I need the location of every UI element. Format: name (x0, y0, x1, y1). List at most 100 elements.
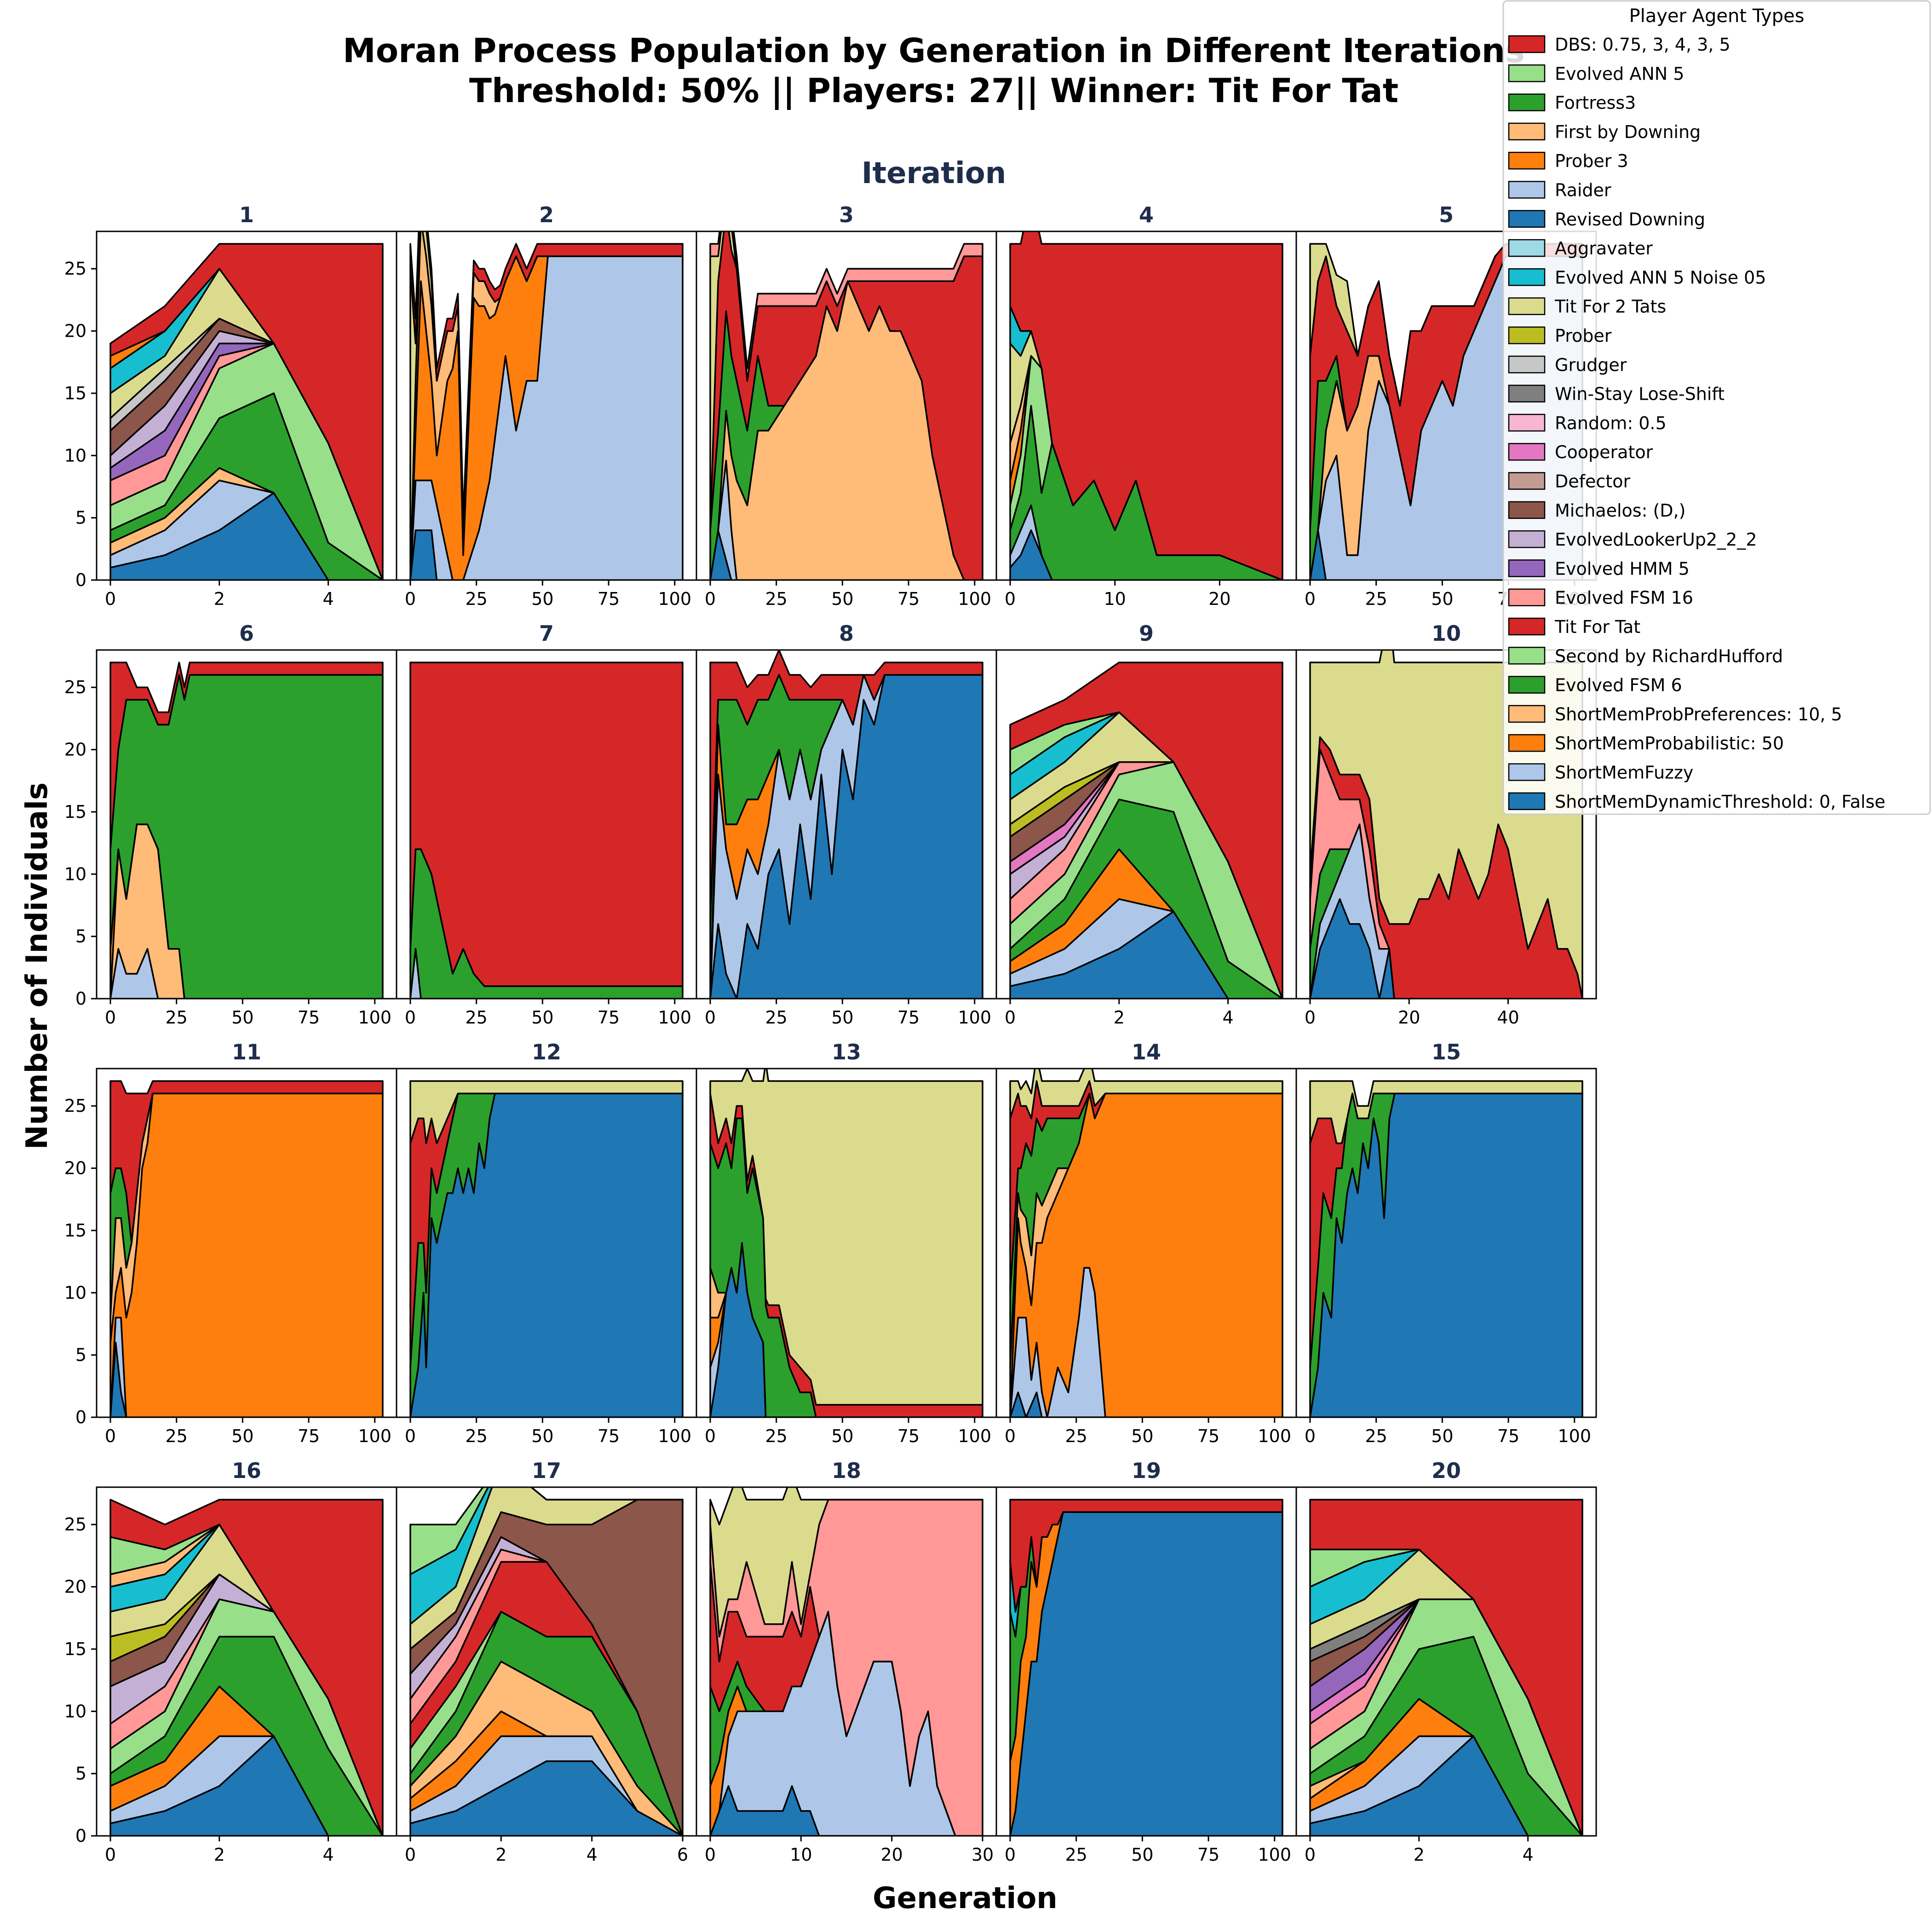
legend-swatch (1508, 93, 1546, 111)
panel-title: 18 (832, 1458, 861, 1483)
legend-label: Second by RichardHufford (1555, 646, 1783, 666)
area-layer (1309, 898, 1583, 999)
panel-title: 8 (839, 621, 854, 646)
area-layer (409, 1080, 684, 1144)
x-tick-label: 75 (897, 1007, 920, 1028)
panel-3: 3 0 25 50 75 100 (696, 202, 997, 609)
legend-frame (1502, 0, 1931, 815)
panel-14: 14 0 25 50 75 100 (995, 1040, 1297, 1446)
legend-entry: Prober 3 (1508, 151, 1628, 171)
x-tick-label: 0 (405, 1426, 416, 1446)
legend-swatch (1508, 326, 1546, 345)
panel-title: 12 (532, 1040, 561, 1064)
x-tick-label: 75 (598, 589, 620, 609)
stacked-areas (1009, 1069, 1283, 1417)
x-tick-label: 50 (531, 1007, 553, 1028)
legend-label: Aggravater (1555, 238, 1653, 259)
legend-entry: Fortress3 (1508, 93, 1636, 113)
area-layer (1009, 1069, 1283, 1120)
panel-11: 11 0 25 50 75 100 0 5 10 15 20 25 (64, 1040, 397, 1446)
legend-label: Evolved ANN 5 Noise 05 (1555, 267, 1766, 288)
area-layer (109, 1080, 384, 1244)
x-tick-label: 100 (1258, 1426, 1291, 1446)
legend-swatch (1508, 151, 1546, 170)
panel-frame (1295, 1068, 1597, 1418)
legend-label: Grudger (1555, 355, 1627, 375)
legend-label: Defector (1555, 472, 1630, 492)
x-tick-label: 10 (1104, 589, 1126, 609)
stacked-areas (409, 1487, 684, 1836)
x-tick-label: 0 (105, 1007, 116, 1028)
y-tick-label: 20 (64, 1577, 86, 1597)
x-tick-label: 50 (231, 1426, 253, 1446)
legend-label: Prober (1555, 326, 1612, 346)
panel-title: 10 (1432, 621, 1461, 646)
legend-entry: Evolved ANN 5 (1508, 63, 1684, 84)
area-layer (109, 661, 384, 850)
x-tick-label: 100 (958, 1426, 991, 1446)
legend-entry: DBS: 0.75, 3, 4, 3, 5 (1508, 34, 1731, 55)
panel-16: 16 0 2 4 0 5 10 15 20 25 (64, 1458, 397, 1865)
stacked-areas (409, 231, 684, 580)
legend-entry: ShortMemProbabilistic: 50 (1508, 733, 1784, 753)
y-tick-label: 10 (64, 445, 86, 466)
stacked-areas (1309, 1499, 1583, 1836)
panel-title: 15 (1432, 1040, 1461, 1064)
panel-6: 6 0 25 50 75 100 0 5 10 15 20 25 (64, 621, 397, 1028)
x-tick-label: 50 (1131, 1845, 1153, 1865)
y-tick-label: 25 (64, 259, 86, 279)
panel-9: 9 0 2 4 (995, 621, 1297, 1028)
x-tick-label: 0 (705, 1007, 716, 1028)
legend-swatch (1508, 763, 1546, 781)
panel-20: 20 0 2 4 (1295, 1458, 1597, 1865)
x-tick-label: 100 (1558, 1426, 1591, 1446)
x-tick-label: 4 (586, 1845, 598, 1865)
stacked-areas (1009, 661, 1283, 999)
area-layer (709, 1069, 983, 1406)
stacked-areas (109, 661, 384, 999)
panel-12: 12 0 25 50 75 100 (396, 1040, 697, 1446)
y-tick-label: 0 (75, 1826, 86, 1846)
legend-swatch (1508, 792, 1546, 811)
area-layer (1009, 529, 1283, 580)
x-tick-label: 25 (466, 1007, 488, 1028)
x-tick-label: 4 (1523, 1845, 1534, 1865)
legend-entry: Prober (1508, 326, 1612, 346)
x-tick-label: 0 (1005, 1426, 1016, 1446)
y-tick-label: 10 (64, 1282, 86, 1303)
area-layer (1009, 661, 1283, 999)
x-tick-label: 40 (1497, 1007, 1519, 1028)
x-tick-label: 25 (466, 589, 488, 609)
panel-title: 3 (839, 202, 854, 227)
legend-swatch (1508, 35, 1546, 53)
legend-entry: ShortMemProbPreferences: 10, 5 (1508, 704, 1842, 724)
legend-label: ShortMemProbPreferences: 10, 5 (1555, 704, 1842, 724)
x-tick-label: 0 (705, 589, 716, 609)
stacked-areas (709, 1487, 983, 1836)
panel-2: 2 0 25 50 75 100 (396, 202, 697, 609)
y-tick-label: 5 (75, 508, 86, 528)
x-tick-label: 50 (1431, 589, 1453, 609)
x-tick-label: 0 (705, 1426, 716, 1446)
legend-swatch (1508, 559, 1546, 577)
legend-swatch (1508, 705, 1546, 723)
legend-entry: Evolved ANN 5 Noise 05 (1508, 267, 1766, 288)
legend-entry: Evolved FSM 6 (1508, 675, 1682, 696)
panel-title: 9 (1139, 621, 1154, 646)
x-tick-label: 0 (705, 1845, 716, 1865)
y-tick-label: 15 (64, 802, 86, 822)
panel-7: 7 0 25 50 75 100 (396, 621, 697, 1028)
legend-title: Player Agent Types (1629, 6, 1804, 27)
x-tick-label: 25 (166, 1007, 188, 1028)
y-tick-label: 25 (64, 1514, 86, 1535)
y-tick-label: 10 (64, 1701, 86, 1721)
x-tick-label: 75 (598, 1426, 620, 1446)
panel-title: 17 (532, 1458, 561, 1483)
panel-18: 18 0 10 20 30 (696, 1458, 997, 1865)
stacked-areas (709, 650, 983, 999)
legend-swatch (1508, 530, 1546, 548)
legend-label: Prober 3 (1555, 151, 1628, 171)
legend-label: DBS: 0.75, 3, 4, 3, 5 (1555, 34, 1731, 55)
legend-entry: Defector (1508, 472, 1630, 492)
